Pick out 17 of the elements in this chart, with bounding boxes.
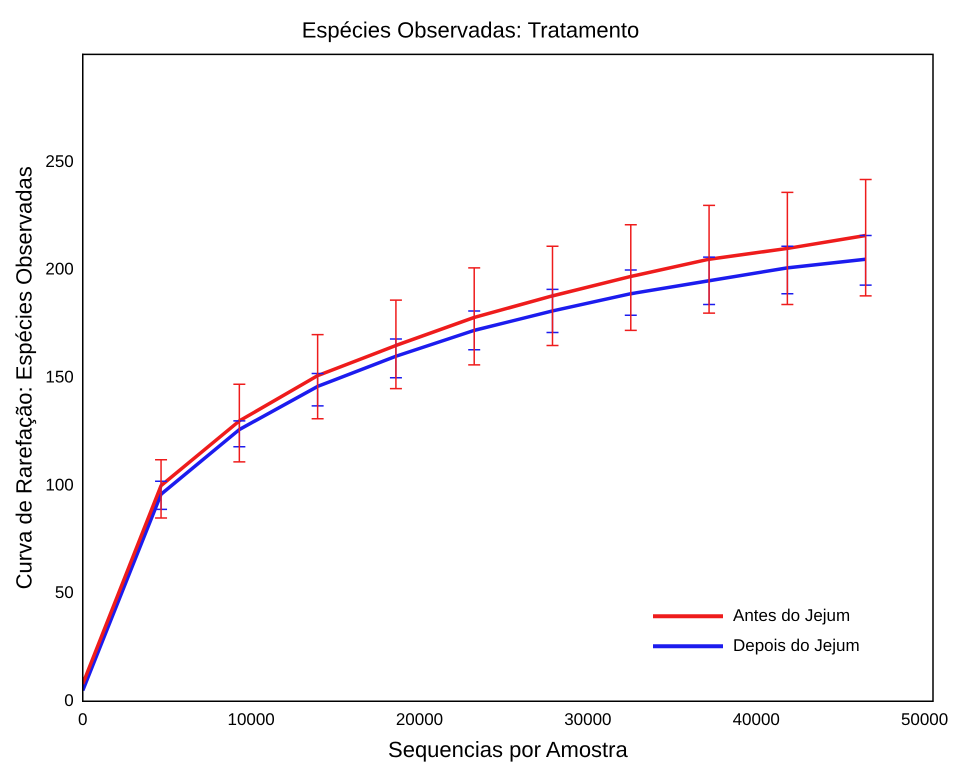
- x-tick-label: 30000: [564, 710, 612, 730]
- legend-label: Depois do Jejum: [733, 636, 860, 655]
- y-tick-label: 200: [45, 260, 74, 279]
- y-tick-label: 150: [45, 367, 74, 386]
- y-tick-label: 0: [64, 690, 74, 710]
- y-tick-label: 100: [45, 475, 74, 494]
- x-tick-label: 50000: [900, 710, 948, 730]
- x-tick-label: 40000: [732, 710, 780, 730]
- y-axis-title: Curva de Rarefação: Espécies Observadas: [11, 166, 36, 590]
- y-tick-label: 250: [45, 152, 74, 171]
- chart-title: Espécies Observadas: Tratamento: [302, 17, 640, 42]
- y-tick-label: 50: [54, 583, 74, 602]
- x-tick-label: 20000: [396, 710, 444, 730]
- legend-label: Antes do Jejum: [733, 606, 850, 625]
- x-tick-label: 0: [78, 710, 88, 730]
- x-tick-label: 10000: [227, 710, 275, 730]
- x-axis-title: Sequencias por Amostra: [388, 736, 628, 762]
